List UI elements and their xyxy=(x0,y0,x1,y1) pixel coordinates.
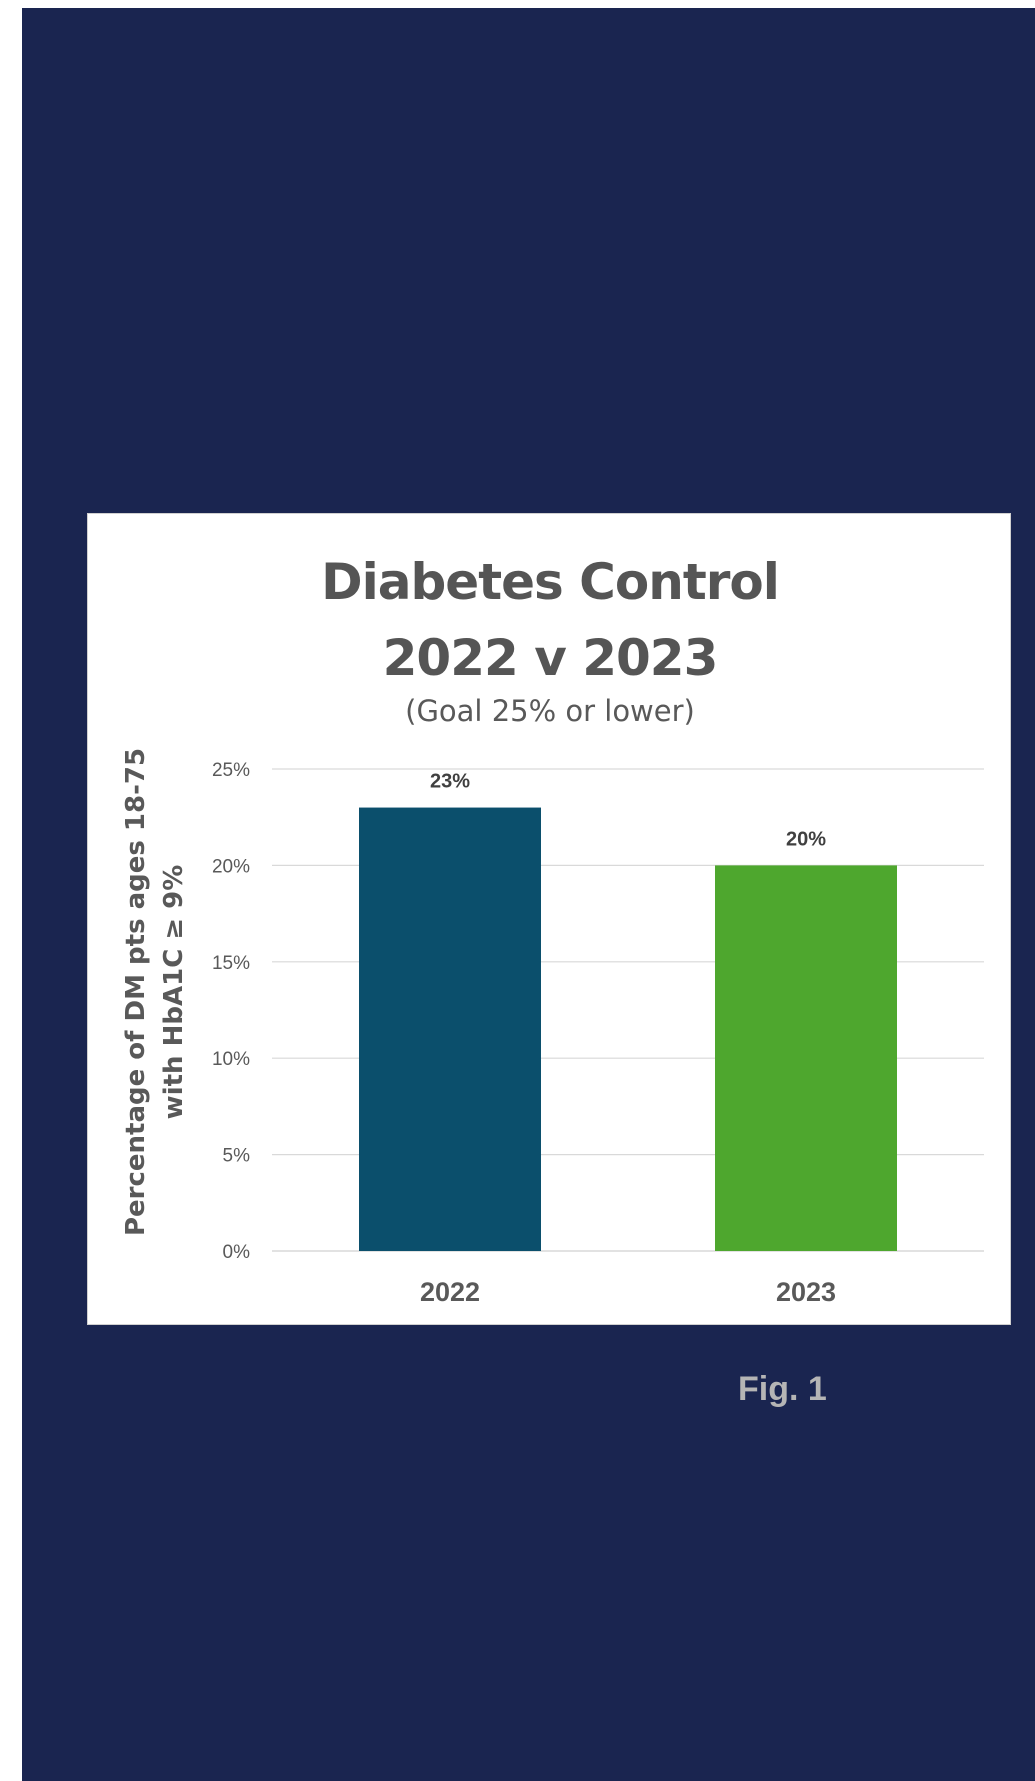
slide-background: Diabetes Control 2022 v 2023 (Goal 25% o… xyxy=(22,8,1035,1781)
chart-title-line-1: Diabetes Control xyxy=(321,553,780,611)
y-tick-label: 0% xyxy=(223,1242,251,1263)
chart-title-line-2: 2022 v 2023 xyxy=(382,629,719,687)
chart-title: Diabetes Control 2022 v 2023 xyxy=(88,544,1012,696)
data-label: 20% xyxy=(786,828,826,850)
y-tick-label: 10% xyxy=(212,1049,250,1070)
y-tick-label: 25% xyxy=(212,760,250,781)
bar-2022 xyxy=(359,807,541,1251)
x-category-label: 2022 xyxy=(420,1277,480,1307)
data-label: 23% xyxy=(430,771,470,793)
figure-caption: Fig. 1 xyxy=(738,1370,827,1408)
x-category-label: 2023 xyxy=(776,1277,836,1307)
bar-chart: Percentage of DM pts ages 18-75 with HbA… xyxy=(121,748,984,1307)
y-tick-label: 5% xyxy=(223,1146,251,1167)
chart-card: Diabetes Control 2022 v 2023 (Goal 25% o… xyxy=(87,513,1011,1325)
y-axis-title-line-2: with HbA1C ≥ 9% xyxy=(159,865,189,1120)
bar-2023 xyxy=(715,865,897,1251)
y-axis-title-line-1: Percentage of DM pts ages 18-75 xyxy=(121,748,151,1236)
chart-subtitle: (Goal 25% or lower) xyxy=(405,694,695,728)
y-tick-label: 20% xyxy=(212,856,250,877)
y-tick-label: 15% xyxy=(212,953,250,974)
